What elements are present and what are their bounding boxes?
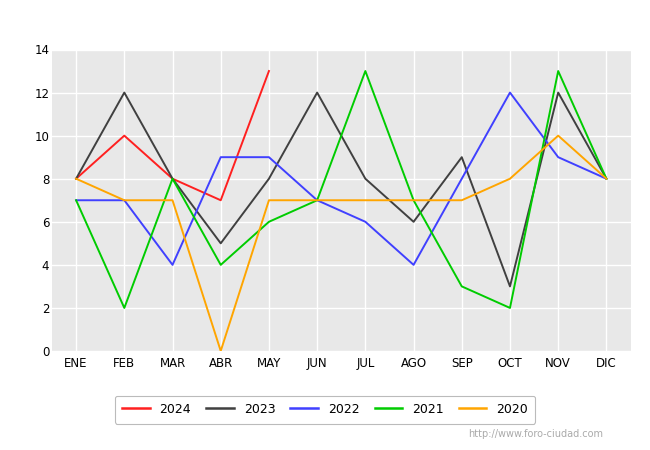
Legend: 2024, 2023, 2022, 2021, 2020: 2024, 2023, 2022, 2021, 2020 [114, 396, 536, 423]
Text: Matriculaciones de Vehiculos en Riells i Viabrea: Matriculaciones de Vehiculos en Riells i… [128, 14, 522, 33]
Text: http://www.foro-ciudad.com: http://www.foro-ciudad.com [468, 429, 603, 439]
